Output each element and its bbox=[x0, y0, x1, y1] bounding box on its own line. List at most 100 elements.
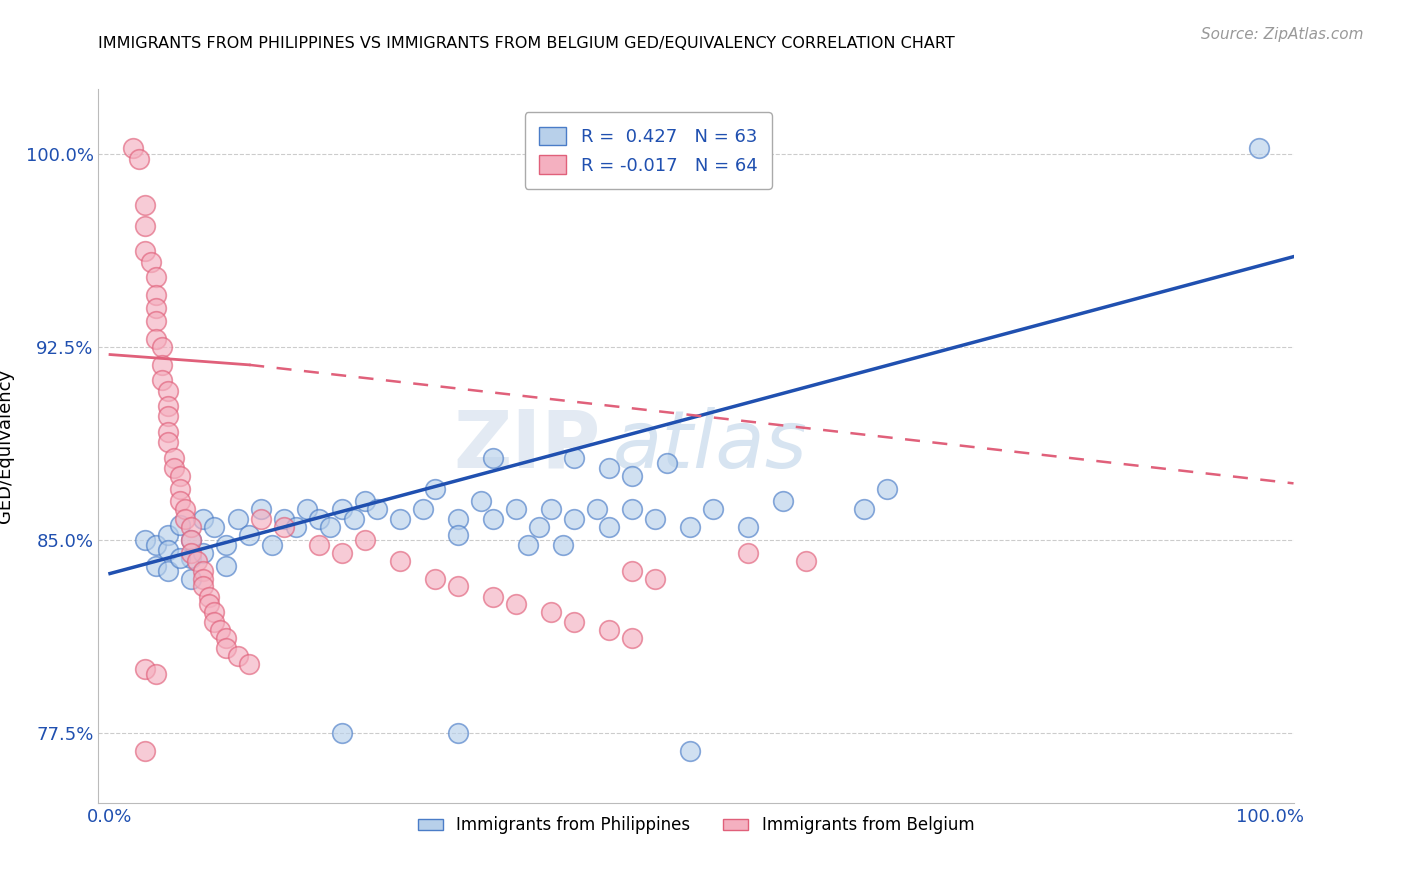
Point bbox=[482, 512, 505, 526]
Point bbox=[447, 512, 470, 526]
Point bbox=[157, 384, 180, 398]
Text: atlas: atlas bbox=[613, 407, 807, 485]
Text: ZIP: ZIP bbox=[453, 407, 600, 485]
Point bbox=[319, 520, 342, 534]
Point bbox=[1247, 141, 1270, 155]
Point bbox=[737, 546, 759, 560]
Point bbox=[423, 572, 446, 586]
Text: IMMIGRANTS FROM PHILIPPINES VS IMMIGRANTS FROM BELGIUM GED/EQUIVALENCY CORRELATI: IMMIGRANTS FROM PHILIPPINES VS IMMIGRANT… bbox=[98, 36, 955, 51]
Point bbox=[169, 482, 191, 496]
Point bbox=[250, 502, 273, 516]
Point bbox=[145, 288, 167, 302]
Point bbox=[226, 648, 249, 663]
Point bbox=[586, 502, 609, 516]
Point bbox=[180, 551, 202, 566]
Point bbox=[134, 244, 156, 259]
Point bbox=[180, 572, 202, 586]
Point bbox=[134, 662, 156, 676]
Point bbox=[157, 409, 180, 424]
Point bbox=[134, 533, 156, 547]
Point bbox=[122, 141, 145, 155]
Point bbox=[163, 461, 186, 475]
Point bbox=[262, 538, 284, 552]
Point bbox=[343, 512, 366, 526]
Point bbox=[423, 482, 446, 496]
Point bbox=[180, 546, 202, 560]
Point bbox=[157, 399, 180, 413]
Point bbox=[215, 641, 238, 656]
Point bbox=[145, 558, 167, 573]
Point bbox=[562, 615, 585, 630]
Point bbox=[204, 605, 226, 619]
Point bbox=[354, 494, 377, 508]
Point bbox=[134, 198, 156, 212]
Point bbox=[644, 572, 666, 586]
Point bbox=[794, 554, 817, 568]
Point bbox=[145, 538, 167, 552]
Point bbox=[238, 657, 260, 671]
Point bbox=[562, 512, 585, 526]
Point bbox=[505, 598, 527, 612]
Point bbox=[157, 528, 180, 542]
Point bbox=[540, 605, 562, 619]
Point bbox=[134, 744, 156, 758]
Point bbox=[197, 598, 219, 612]
Point bbox=[157, 425, 180, 439]
Point bbox=[191, 579, 214, 593]
Point bbox=[180, 533, 202, 547]
Point bbox=[150, 373, 173, 387]
Point bbox=[447, 726, 470, 740]
Point bbox=[482, 450, 505, 465]
Point bbox=[180, 520, 202, 534]
Point bbox=[169, 468, 191, 483]
Point bbox=[226, 512, 249, 526]
Point bbox=[621, 502, 644, 516]
Point bbox=[308, 512, 330, 526]
Point bbox=[197, 590, 219, 604]
Point bbox=[215, 538, 238, 552]
Point bbox=[482, 590, 505, 604]
Point bbox=[145, 270, 167, 285]
Y-axis label: GED/Equivalency: GED/Equivalency bbox=[0, 369, 14, 523]
Point bbox=[679, 744, 702, 758]
Point bbox=[186, 554, 208, 568]
Point bbox=[551, 538, 574, 552]
Point bbox=[529, 520, 551, 534]
Point bbox=[169, 494, 191, 508]
Point bbox=[598, 520, 620, 534]
Point bbox=[204, 615, 226, 630]
Point bbox=[204, 520, 226, 534]
Point bbox=[621, 631, 644, 645]
Point bbox=[598, 461, 620, 475]
Point bbox=[174, 502, 197, 516]
Point bbox=[250, 512, 273, 526]
Point bbox=[447, 579, 470, 593]
Point bbox=[215, 558, 238, 573]
Point bbox=[284, 520, 307, 534]
Point bbox=[297, 502, 319, 516]
Point bbox=[169, 551, 191, 566]
Point bbox=[598, 623, 620, 637]
Point bbox=[447, 528, 470, 542]
Point bbox=[145, 332, 167, 346]
Point bbox=[737, 520, 759, 534]
Point bbox=[209, 623, 232, 637]
Point bbox=[330, 726, 353, 740]
Point bbox=[876, 482, 898, 496]
Text: Source: ZipAtlas.com: Source: ZipAtlas.com bbox=[1201, 27, 1364, 42]
Point bbox=[702, 502, 724, 516]
Point bbox=[145, 301, 167, 315]
Point bbox=[516, 538, 538, 552]
Point bbox=[540, 502, 562, 516]
Point bbox=[621, 468, 644, 483]
Point bbox=[150, 340, 173, 354]
Point bbox=[389, 512, 412, 526]
Point bbox=[389, 554, 412, 568]
Point bbox=[157, 435, 180, 450]
Point bbox=[330, 502, 353, 516]
Point bbox=[169, 517, 191, 532]
Point bbox=[470, 494, 492, 508]
Point bbox=[354, 533, 377, 547]
Point bbox=[191, 546, 214, 560]
Point bbox=[853, 502, 876, 516]
